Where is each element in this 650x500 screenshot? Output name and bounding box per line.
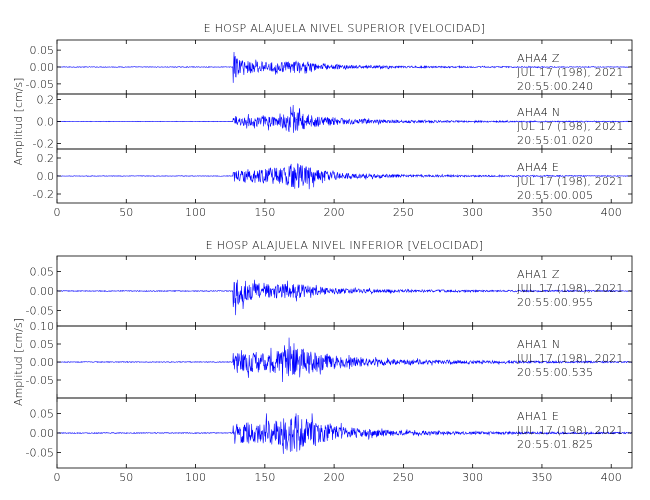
record-time: 20:55:01.020 [517,134,593,147]
x-tick-label: 300 [462,206,483,219]
x-tick-label: 150 [254,206,275,219]
x-tick-label: 0 [54,471,61,484]
station-label: AHA4 E [517,161,559,174]
record-date: JUL 17 (198), 2021 [517,120,624,133]
chart-nivel-superior: E HOSP ALAJUELA NIVEL SUPERIOR [VELOCIDA… [12,22,633,219]
chart-title: E HOSP ALAJUELA NIVEL INFERIOR [VELOCIDA… [206,239,484,252]
x-tick-label: 400 [601,471,622,484]
x-tick-label: 150 [254,471,275,484]
x-tick-label: 250 [393,206,414,219]
y-tick-label: 0.0 [37,116,55,129]
y-axis-label: Amplitud [cm/s] [12,78,25,166]
waveform-trace [56,413,633,454]
x-tick-label: 200 [324,471,345,484]
waveform-trace [56,104,633,133]
station-label: AHA1 Z [517,268,560,281]
y-tick-label: 0.0 [37,170,55,183]
chart-nivel-inferior: E HOSP ALAJUELA NIVEL INFERIOR [VELOCIDA… [12,239,633,484]
chart-title: E HOSP ALAJUELA NIVEL SUPERIOR [VELOCIDA… [204,22,486,35]
x-tick-label: 300 [462,471,483,484]
x-tick-label: 50 [119,206,133,219]
record-time: 20:55:01.825 [517,438,593,451]
station-label: AHA1 N [517,338,560,351]
y-tick-label: -0.05 [26,374,54,387]
x-tick-label: 350 [531,206,552,219]
y-tick-label: 0.05 [30,338,55,351]
y-tick-label: 0.10 [30,320,55,333]
x-tick-label: 250 [393,471,414,484]
y-axis-label: Amplitud [cm/s] [12,318,25,406]
y-tick-label: 0.05 [30,266,55,279]
x-tick-label: 100 [185,206,206,219]
station-label: AHA1 E [517,410,559,423]
x-tick-label: 0 [54,206,61,219]
y-tick-label: -0.05 [26,446,54,459]
y-tick-label: 0.00 [30,285,55,298]
station-label: AHA4 N [517,106,560,119]
record-date: JUL 17 (198), 2021 [517,66,624,79]
y-tick-label: 0.2 [37,152,55,165]
x-tick-label: 50 [119,471,133,484]
station-label: AHA4 Z [517,52,560,65]
record-time: 20:55:00.240 [517,80,593,93]
waveform-trace [56,51,633,83]
y-tick-label: 0.00 [30,427,55,440]
record-date: JUL 17 (198), 2021 [517,352,624,365]
record-time: 20:55:00.005 [517,189,593,202]
y-tick-label: 0.05 [30,44,55,57]
x-tick-label: 100 [185,471,206,484]
x-tick-label: 350 [531,471,552,484]
y-tick-label: -0.05 [26,304,54,317]
record-time: 20:55:00.535 [517,366,593,379]
y-tick-label: 0.00 [30,61,55,74]
y-tick-label: -0.2 [33,138,54,151]
record-date: JUL 17 (198), 2021 [517,282,624,295]
x-tick-label: 400 [601,206,622,219]
x-tick-label: 200 [324,206,345,219]
waveform-trace [56,163,633,190]
y-tick-label: -0.05 [26,78,54,91]
y-tick-label: 0.05 [30,408,55,421]
record-time: 20:55:00.955 [517,296,593,309]
y-tick-label: -0.2 [33,188,54,201]
record-date: JUL 17 (198), 2021 [517,175,624,188]
record-date: JUL 17 (198), 2021 [517,424,624,437]
y-tick-label: 0.2 [37,94,55,107]
waveform-trace [56,279,633,316]
y-tick-label: 0.00 [30,356,55,369]
waveform-trace [56,337,633,382]
